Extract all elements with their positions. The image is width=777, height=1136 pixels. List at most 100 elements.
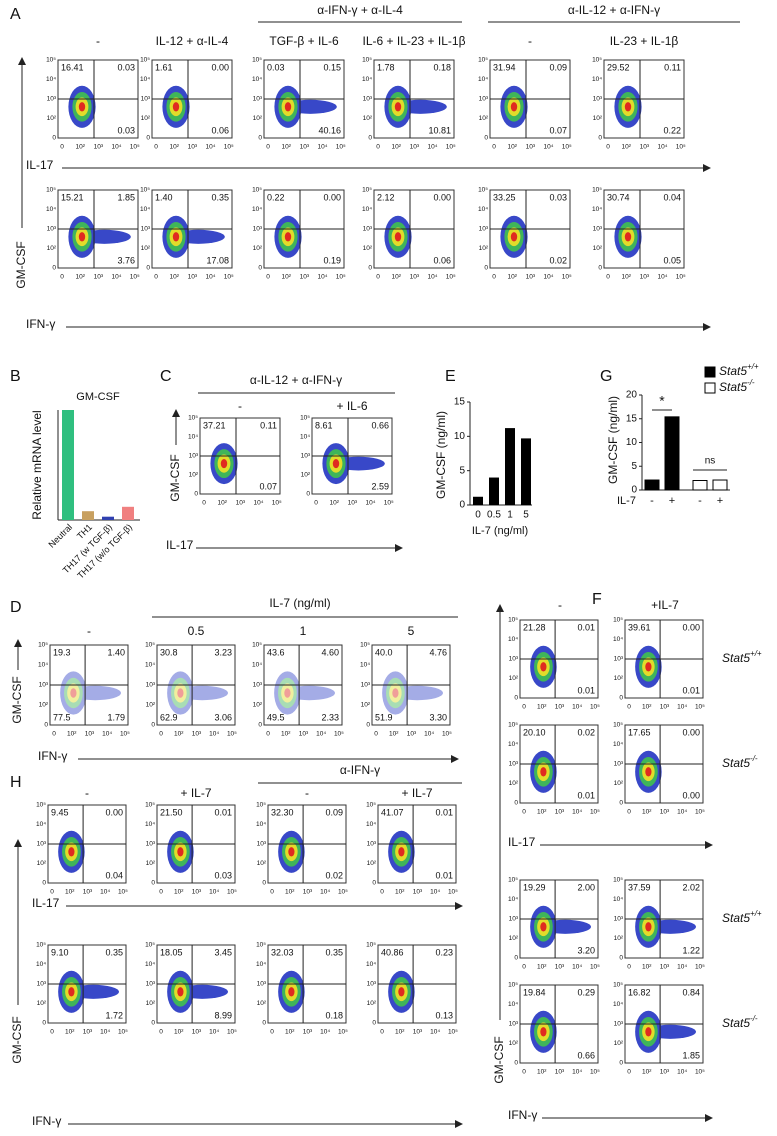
cell-cloud [278, 830, 305, 873]
label-base: Stat5 [719, 380, 747, 394]
cell-cloud [68, 85, 96, 128]
quadrant-value: 1.22 [682, 945, 700, 955]
x-tick-label: 10² [391, 274, 401, 281]
x-tick-label: 10⁵ [562, 274, 572, 281]
y-tick-label: 10³ [367, 841, 377, 848]
x-tick-label: 10⁴ [320, 1029, 330, 1036]
y-tick-label: 10⁵ [362, 57, 372, 64]
quadrant-value: 0.09 [325, 807, 343, 817]
annotation: ns [705, 456, 716, 467]
x-tick-label: 0 [522, 964, 526, 971]
x-tick-label: 10⁵ [336, 144, 346, 151]
axis-label: IL-7 [617, 495, 636, 507]
y-tick-label: 10⁴ [366, 821, 376, 828]
column-header: - [528, 34, 532, 48]
quadrant-value: 29.52 [607, 62, 630, 72]
quadrant-value: 0.01 [214, 807, 232, 817]
quadrant-value: 2.00 [577, 882, 595, 892]
quadrant-value: 0.22 [663, 125, 681, 135]
y-tick-label: 10⁵ [46, 57, 56, 64]
cell-cloud [162, 215, 225, 258]
bar [82, 511, 94, 520]
quadrant-value: 3.76 [117, 255, 135, 265]
y-tick-label: 10⁴ [38, 662, 48, 669]
cloud [540, 767, 547, 777]
y-tick-label: 10⁴ [592, 206, 602, 213]
axis-label: GM-CSF (ng/ml) [434, 411, 448, 499]
cloud [284, 232, 292, 242]
y-tick-label: 10⁴ [140, 206, 150, 213]
x-tick-label: 0 [50, 1029, 54, 1036]
x-tick-label: 10⁴ [430, 889, 440, 896]
y-tick-label: 10⁴ [256, 961, 266, 968]
x-tick-label: 0 [522, 1069, 526, 1076]
y-tick-label: 10⁵ [613, 617, 623, 624]
y-tick-label: 0 [366, 722, 370, 729]
quadrant-value: 0.06 [433, 255, 451, 265]
y-tick-label: 10² [141, 115, 151, 122]
x-tick-label: 10² [507, 144, 517, 151]
x-tick-label: 10⁵ [227, 889, 237, 896]
y-tick-label: 0 [44, 722, 48, 729]
y-tick-label: 10⁴ [613, 1001, 623, 1008]
x-tick-label: 10⁵ [695, 704, 705, 711]
x-tick-label: 10⁵ [590, 964, 600, 971]
cloud [645, 767, 652, 777]
x-tick-label: 10⁵ [130, 274, 140, 281]
quadrant-value: 0.18 [433, 62, 451, 72]
label-sup: -/- [750, 1014, 758, 1023]
bar [505, 428, 515, 505]
x-tick-label: 10³ [555, 1069, 565, 1076]
quadrant-value: 2.59 [371, 481, 389, 491]
x-tick-label: 10³ [94, 274, 104, 281]
x-tick-label: 0 [159, 889, 163, 896]
x-tick-label: 10² [507, 274, 517, 281]
cloud-tail [69, 685, 121, 701]
x-tick-label: 0 [50, 889, 54, 896]
x-tick-label: 10⁴ [318, 144, 328, 151]
y-tick-label: 10² [37, 1000, 47, 1007]
quadrant-value: 0.66 [371, 420, 389, 430]
y-tick-label: 10⁵ [300, 415, 310, 422]
cell-cloud [530, 645, 557, 688]
y-tick-label: 0 [372, 1020, 376, 1027]
quadrant-value: 0.84 [682, 987, 700, 997]
quadrant-value: 0.03 [549, 192, 567, 202]
panel-letter: F [592, 591, 602, 608]
cloud [177, 688, 184, 698]
x-tick-label: 10³ [236, 500, 246, 507]
y-tick-label: 10⁴ [252, 76, 262, 83]
axis-label: IL-17 [166, 538, 194, 552]
chart-title: GM-CSF [76, 391, 120, 403]
x-tick-label: 0 [376, 274, 380, 281]
y-tick-label: 10⁴ [362, 206, 372, 213]
x-tick-label: 10⁴ [254, 500, 264, 507]
y-tick-label: 0 [52, 135, 56, 142]
x-tick-label: 10⁵ [590, 809, 600, 816]
group-header: α-IL-12 + α-IFN-γ [250, 373, 342, 387]
x-tick-label: 10⁵ [118, 889, 128, 896]
cloud-tail [283, 685, 335, 701]
quadrant-value: 0.66 [577, 1050, 595, 1060]
x-tick-label: 10³ [303, 1029, 313, 1036]
y-tick-label: 10³ [257, 841, 267, 848]
label-base: Stat5 [722, 651, 750, 665]
bar [712, 479, 728, 491]
y-tick-label: 10⁴ [613, 896, 623, 903]
x-tick-label: 10⁵ [448, 889, 458, 896]
column-header: - [87, 624, 91, 638]
stat5-label: Stat5+/+ [719, 362, 759, 378]
quadrant-value: 0.19 [323, 255, 341, 265]
quadrant-value: 0.11 [664, 62, 681, 72]
x-tick-label: 10² [642, 704, 652, 711]
x-tick-label: 10⁴ [430, 1029, 440, 1036]
x-tick-label: 10⁴ [658, 144, 668, 151]
x-tick-label: 10³ [526, 274, 536, 281]
x-tick-label: 10³ [300, 144, 310, 151]
x-tick-label: 10³ [192, 889, 202, 896]
cloud [288, 987, 295, 997]
y-tick-label: 15 [454, 397, 466, 408]
cloud [645, 922, 652, 932]
y-tick-label: 10² [141, 245, 151, 252]
cell-cloud [58, 830, 85, 873]
